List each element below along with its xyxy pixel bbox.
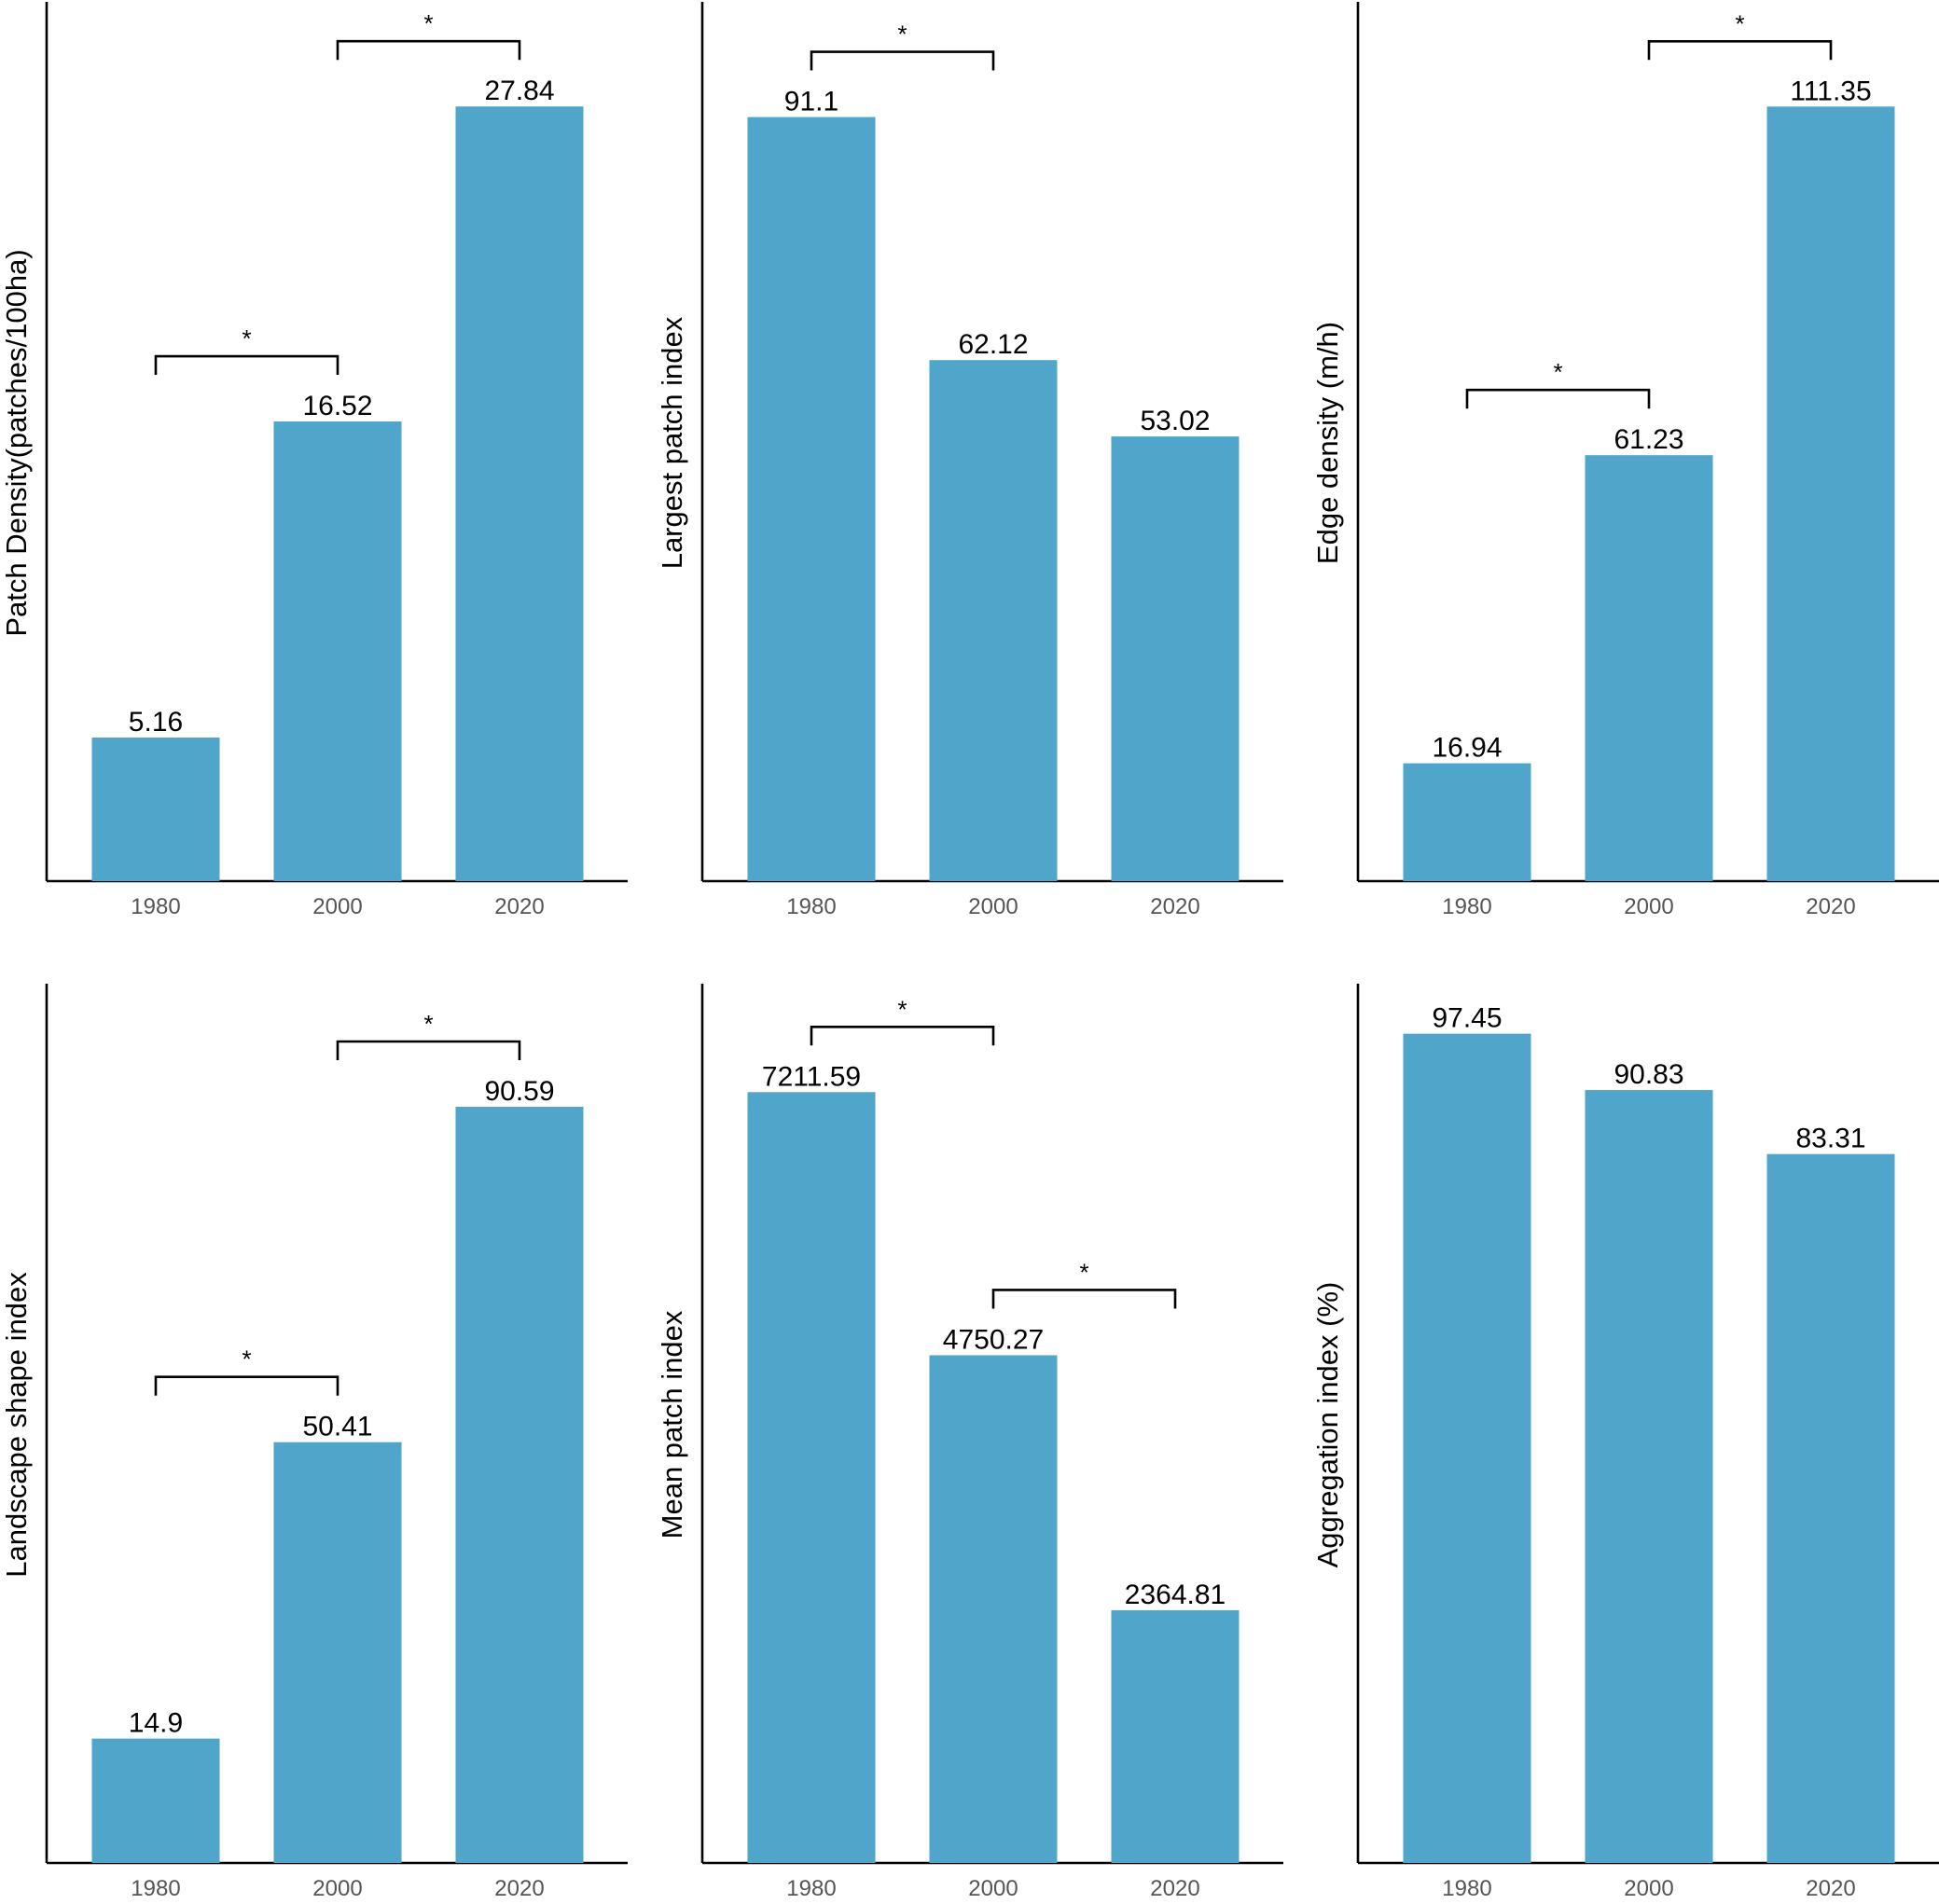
data-label: 7211.59 xyxy=(762,1061,861,1092)
data-label: 90.83 xyxy=(1614,1059,1683,1090)
bar-2000 xyxy=(1585,455,1713,881)
chart-panel-1: Patch Density(patches/100ha) 5.16 1980 16.5… xyxy=(0,2,628,919)
bar-2000 xyxy=(273,1442,402,1863)
y-axis-label: Landscape shape index xyxy=(0,1272,33,1578)
significance-marker: * xyxy=(423,1010,433,1038)
x-tick-label: 1980 xyxy=(131,1876,180,1901)
significance-marker: * xyxy=(242,1345,251,1373)
x-tick-label: 2020 xyxy=(1806,1876,1855,1901)
data-label: 83.31 xyxy=(1795,1124,1865,1154)
data-label: 111.35 xyxy=(1790,76,1871,106)
y-axis-label: Patch Density(patches/100ha) xyxy=(0,249,33,636)
significance-bracket xyxy=(810,1026,995,1046)
x-tick-label: 2020 xyxy=(1150,894,1199,919)
data-label: 53.02 xyxy=(1140,406,1210,436)
bar-2020 xyxy=(1111,1609,1240,1863)
bar-2020 xyxy=(455,106,584,881)
chart-panel-5: Mean patch index 7211.59 1980 4750.27 2000 23… xyxy=(656,984,1283,1901)
x-tick-label: 2020 xyxy=(494,894,544,919)
significance-bracket xyxy=(336,1040,521,1060)
bar-2020 xyxy=(1111,436,1240,881)
x-tick-label: 1980 xyxy=(131,894,180,919)
x-tick-label: 2000 xyxy=(312,894,362,919)
bar-2020 xyxy=(1766,106,1895,882)
x-tick-label: 2000 xyxy=(1624,1876,1673,1901)
significance-bracket xyxy=(154,1375,339,1396)
bar-1980 xyxy=(747,1092,876,1863)
x-tick-label: 1980 xyxy=(1442,1876,1491,1901)
significance-marker: * xyxy=(1553,358,1562,386)
x-tick-label: 2000 xyxy=(312,1876,362,1901)
significance-bracket xyxy=(1465,388,1651,409)
chart-panel-3: Edge density (m/h) 16.94 1980 61.23 2000 111.… xyxy=(1311,2,1939,919)
data-label: 4750.27 xyxy=(943,1324,1044,1355)
bar-1980 xyxy=(91,1738,220,1863)
data-label: 50.41 xyxy=(302,1412,372,1442)
bar-2000 xyxy=(1585,1090,1713,1863)
bar-2020 xyxy=(1766,1153,1895,1863)
x-tick-label: 2020 xyxy=(1806,894,1855,919)
significance-bracket xyxy=(336,39,521,61)
x-tick-label: 1980 xyxy=(1442,894,1491,919)
significance-marker: * xyxy=(1735,9,1744,37)
data-label: 62.12 xyxy=(958,329,1028,360)
bar-1980 xyxy=(91,738,220,881)
data-label: 16.94 xyxy=(1432,733,1502,764)
x-tick-label: 2000 xyxy=(1624,894,1673,919)
y-axis-label: Edge density (m/h) xyxy=(1311,322,1344,564)
chart-panel-6: Aggregation index (%) 97.45 1980 90.83 2000 8… xyxy=(1311,984,1939,1901)
bar-2000 xyxy=(929,1355,1058,1863)
x-tick-label: 1980 xyxy=(786,1876,836,1901)
data-label: 97.45 xyxy=(1432,1003,1502,1034)
significance-marker: * xyxy=(423,9,433,37)
data-label: 91.1 xyxy=(784,87,838,117)
significance-marker: * xyxy=(897,995,907,1023)
data-label: 14.9 xyxy=(129,1708,183,1739)
bar-2020 xyxy=(455,1107,584,1863)
significance-bracket xyxy=(154,354,339,376)
chart-panel-4: Landscape shape index 14.9 1980 50.41 2000 90… xyxy=(0,984,628,1901)
bar-1980 xyxy=(747,117,876,881)
x-tick-label: 2000 xyxy=(968,894,1018,919)
data-label: 90.59 xyxy=(484,1076,554,1107)
y-axis-label: Largest patch index xyxy=(656,316,688,569)
x-tick-label: 1980 xyxy=(786,894,836,919)
data-label: 2364.81 xyxy=(1125,1580,1226,1610)
y-axis-label: Mean patch index xyxy=(656,1310,688,1538)
bar-1980 xyxy=(1403,1033,1531,1863)
significance-bracket xyxy=(810,50,995,71)
bar-2000 xyxy=(929,360,1058,881)
significance-marker: * xyxy=(1079,1258,1088,1286)
data-label: 61.23 xyxy=(1614,424,1683,455)
significance-bracket xyxy=(1647,39,1833,61)
significance-marker: * xyxy=(242,324,251,352)
significance-marker: * xyxy=(897,21,907,48)
data-label: 5.16 xyxy=(129,707,183,738)
significance-bracket xyxy=(991,1289,1177,1309)
x-tick-label: 2020 xyxy=(1150,1876,1199,1901)
bar-2000 xyxy=(273,421,402,881)
x-tick-label: 2020 xyxy=(494,1876,544,1901)
data-label: 16.52 xyxy=(302,391,372,421)
y-axis-label: Aggregation index (%) xyxy=(1311,1282,1344,1568)
bar-1980 xyxy=(1403,763,1531,881)
chart-panel-2: Largest patch index 91.1 1980 62.12 2000 53.0… xyxy=(656,2,1283,919)
data-label: 27.84 xyxy=(484,76,554,106)
x-tick-label: 2000 xyxy=(968,1876,1018,1901)
